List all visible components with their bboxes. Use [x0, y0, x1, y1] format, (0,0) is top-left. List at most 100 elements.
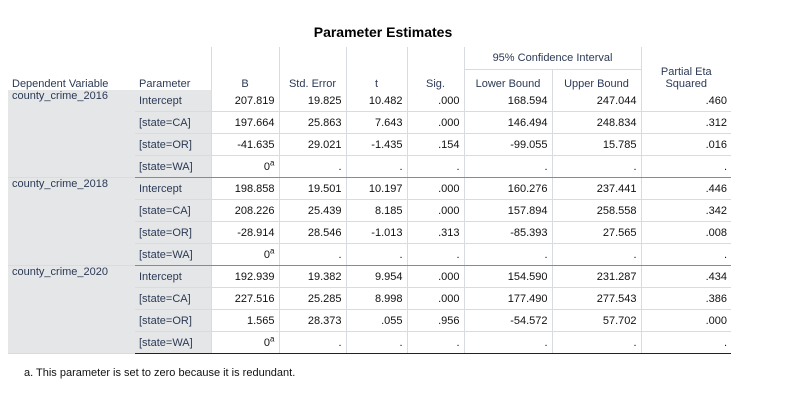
parameter-estimates-table: Dependent Variable Parameter B Std. Erro… — [8, 47, 731, 354]
t-cell: -1.013 — [345, 221, 407, 244]
dependent-variable-cell: county_crime_2018 — [8, 177, 135, 266]
partial-eta-squared-cell: .016 — [640, 133, 731, 156]
sig-cell: . — [406, 155, 464, 178]
table-row: [state=OR] -41.635 29.021 -1.435.154 -99.055… — [8, 133, 731, 156]
std-error-cell: 19.825 — [278, 90, 346, 112]
table-row: [state=WA] 0a...... — [8, 155, 731, 178]
partial-eta-squared-cell: .000 — [640, 309, 731, 332]
std-error-cell: 19.382 — [278, 265, 346, 288]
header-confidence-interval: 95% Confidence Interval — [463, 47, 641, 70]
upper-bound-cell: 15.785 — [551, 133, 641, 156]
t-cell: 8.998 — [345, 287, 407, 310]
header-sig: Sig. — [406, 47, 464, 90]
redundant-value: 0 — [263, 160, 271, 173]
upper-bound-cell: . — [551, 155, 641, 178]
lower-bound-cell: 157.894 — [463, 199, 552, 222]
upper-bound-cell: 231.287 — [551, 265, 641, 288]
t-cell: . — [345, 155, 407, 178]
b-cell: 0a — [210, 331, 279, 354]
parameter-cell: Intercept — [135, 265, 211, 288]
parameter-cell: [state=OR] — [135, 133, 211, 156]
parameter-cell: [state=WA] — [135, 331, 211, 354]
table-row: [state=CA] 227.516 25.285 8.998.000 177.490 2… — [8, 287, 731, 310]
partial-eta-squared-cell: . — [640, 155, 731, 178]
partial-eta-squared-cell: .460 — [640, 90, 731, 112]
parameter-cell: [state=WA] — [135, 155, 211, 178]
partial-eta-squared-cell: .008 — [640, 221, 731, 244]
header-row-1: Dependent Variable Parameter B Std. Erro… — [8, 47, 731, 90]
t-cell: 7.643 — [345, 111, 407, 134]
table-body: county_crime_2016 Intercept 207.819 19.825 1… — [8, 90, 731, 354]
parameter-cell: [state=OR] — [135, 309, 211, 332]
lower-bound-cell: 177.490 — [463, 287, 552, 310]
std-error-cell: 19.501 — [278, 177, 346, 200]
parameter-cell: [state=CA] — [135, 287, 211, 310]
partial-eta-squared-cell: .312 — [640, 111, 731, 134]
parameter-cell: [state=WA] — [135, 243, 211, 266]
table-row: county_crime_2016 Intercept 207.819 19.825 1… — [8, 90, 731, 178]
sig-cell: .000 — [406, 287, 464, 310]
b-cell: 0a — [210, 243, 279, 266]
lower-bound-cell: 168.594 — [463, 90, 552, 112]
footnote-marker: a — [270, 333, 275, 343]
b-cell: 227.516 — [210, 287, 279, 310]
upper-bound-cell: . — [551, 331, 641, 354]
header-std-error: Std. Error — [278, 47, 346, 90]
sig-cell: .154 — [406, 133, 464, 156]
sig-cell: .000 — [406, 90, 464, 112]
std-error-cell: 29.021 — [278, 133, 346, 156]
sig-cell: . — [406, 331, 464, 354]
parameter-cell: Intercept — [135, 177, 211, 200]
b-cell: 192.939 — [210, 265, 279, 288]
upper-bound-cell: 277.543 — [551, 287, 641, 310]
b-cell: 198.858 — [210, 177, 279, 200]
upper-bound-cell: . — [551, 243, 641, 266]
std-error-cell: 25.863 — [278, 111, 346, 134]
table-row: [state=OR] 1.565 28.373.055.956 -54.572 57.7… — [8, 309, 731, 332]
sig-cell: .000 — [406, 177, 464, 200]
t-cell: 8.185 — [345, 199, 407, 222]
b-cell: 208.226 — [210, 199, 279, 222]
sig-cell: .313 — [406, 221, 464, 244]
partial-eta-squared-cell: .386 — [640, 287, 731, 310]
std-error-cell: . — [278, 155, 346, 178]
dependent-variable-cell: county_crime_2020 — [8, 265, 135, 354]
redundant-value: 0 — [263, 248, 271, 261]
upper-bound-cell: 247.044 — [551, 90, 641, 112]
header-lower-bound: Lower Bound — [463, 69, 552, 90]
table-row: [state=WA] 0a...... — [8, 243, 731, 266]
header-t: t — [345, 47, 407, 90]
lower-bound-cell: . — [463, 331, 552, 354]
std-error-cell: 25.439 — [278, 199, 346, 222]
std-error-cell: 28.373 — [278, 309, 346, 332]
parameter-cell: Intercept — [135, 90, 211, 112]
std-error-cell: . — [278, 331, 346, 354]
table-row: county_crime_2018 Intercept 198.858 19.501 1… — [8, 177, 731, 266]
table-row: [state=CA] 197.664 25.863 7.643.000 146.494 2… — [8, 111, 731, 134]
partial-eta-squared-cell: . — [640, 331, 731, 354]
lower-bound-cell: 146.494 — [463, 111, 552, 134]
b-cell: 197.664 — [210, 111, 279, 134]
partial-eta-squared-cell: . — [640, 243, 731, 266]
partial-eta-squared-cell: .446 — [640, 177, 731, 200]
sig-cell: .000 — [406, 199, 464, 222]
parameter-cell: [state=OR] — [135, 221, 211, 244]
parameter-cell: [state=CA] — [135, 199, 211, 222]
header-b: B — [210, 47, 279, 90]
parameter-cell: [state=CA] — [135, 111, 211, 134]
lower-bound-cell: 154.590 — [463, 265, 552, 288]
header-row-2: Lower Bound Upper Bound — [8, 69, 731, 90]
table-title: Parameter Estimates — [313, 24, 453, 40]
t-cell: -1.435 — [345, 133, 407, 156]
header-partial-eta-squared: Partial Eta Squared — [640, 47, 731, 90]
std-error-cell: . — [278, 243, 346, 266]
b-cell: 1.565 — [210, 309, 279, 332]
header-upper-bound: Upper Bound — [551, 69, 641, 90]
t-cell: . — [345, 243, 407, 266]
upper-bound-cell: 248.834 — [551, 111, 641, 134]
lower-bound-cell: -85.393 — [463, 221, 552, 244]
lower-bound-cell: . — [463, 155, 552, 178]
b-cell: -28.914 — [210, 221, 279, 244]
header-dependent-variable: Dependent Variable — [12, 78, 109, 90]
t-cell: 9.954 — [345, 265, 407, 288]
